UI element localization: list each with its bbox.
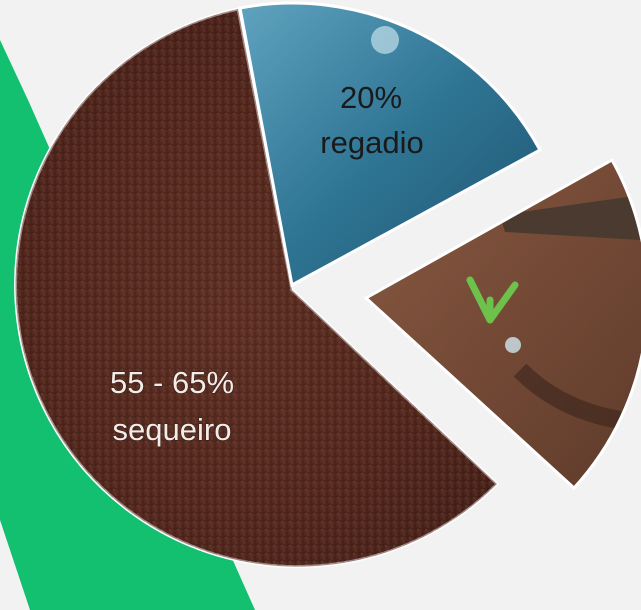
droplet (505, 337, 521, 353)
seedling (466, 276, 519, 324)
drip-pipe (500, 195, 641, 240)
water-light (371, 26, 399, 54)
wet-soil (513, 363, 622, 429)
sequeiro-value: 55 - 65% (110, 365, 234, 400)
drip-outline (363, 157, 641, 491)
regadio-label: regadio (320, 125, 423, 160)
regadio-value: 20% (340, 80, 402, 115)
regadio-slice (238, 1, 543, 288)
soil-texture (15, 9, 497, 567)
sequeiro-label: sequeiro (113, 412, 232, 447)
